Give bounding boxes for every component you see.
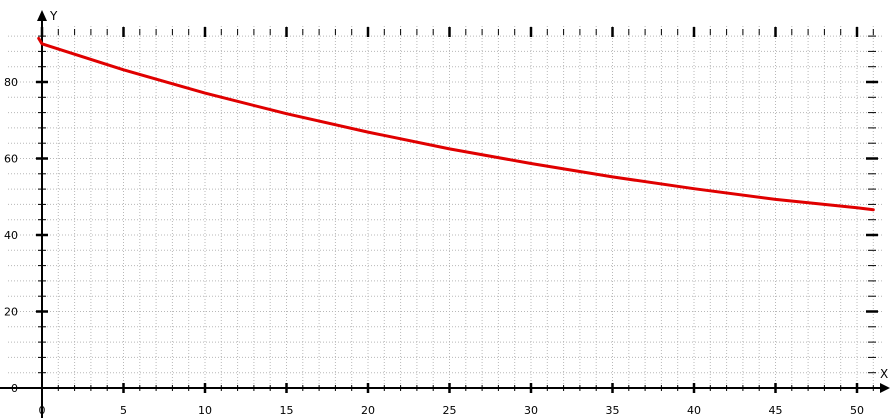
x-tick-label: 35 <box>606 404 620 417</box>
y-tick-label: 20 <box>4 306 18 319</box>
y-axis-arrow <box>37 10 47 21</box>
x-tick-label: 15 <box>280 404 294 417</box>
y-tick-label: 60 <box>4 153 18 166</box>
series <box>37 36 875 212</box>
x-tick-label: 30 <box>524 404 538 417</box>
x-tick-label: 20 <box>361 404 375 417</box>
series-line-0 <box>37 36 875 212</box>
x-tick-label: 0 <box>39 404 46 417</box>
x-tick-label: 45 <box>769 404 783 417</box>
ticks <box>36 27 878 393</box>
y-tick-label: 80 <box>4 76 18 89</box>
x-tick-label: 25 <box>443 404 457 417</box>
tick-labels: 0 5 10 15 20 25 30 35 40 45 50 0 20 40 60 80 <box>4 76 864 417</box>
x-tick-label: 5 <box>120 404 127 417</box>
y-axis-title: Y <box>49 9 58 23</box>
grid <box>8 26 884 388</box>
x-tick-label: 50 <box>850 404 864 417</box>
x-tick-label: 40 <box>687 404 701 417</box>
x-axis-arrow <box>880 383 890 393</box>
x-tick-label: 10 <box>198 404 212 417</box>
x-axis-title: X <box>880 367 888 381</box>
y-tick-label: 0 <box>11 382 18 395</box>
y-tick-label: 40 <box>4 229 18 242</box>
